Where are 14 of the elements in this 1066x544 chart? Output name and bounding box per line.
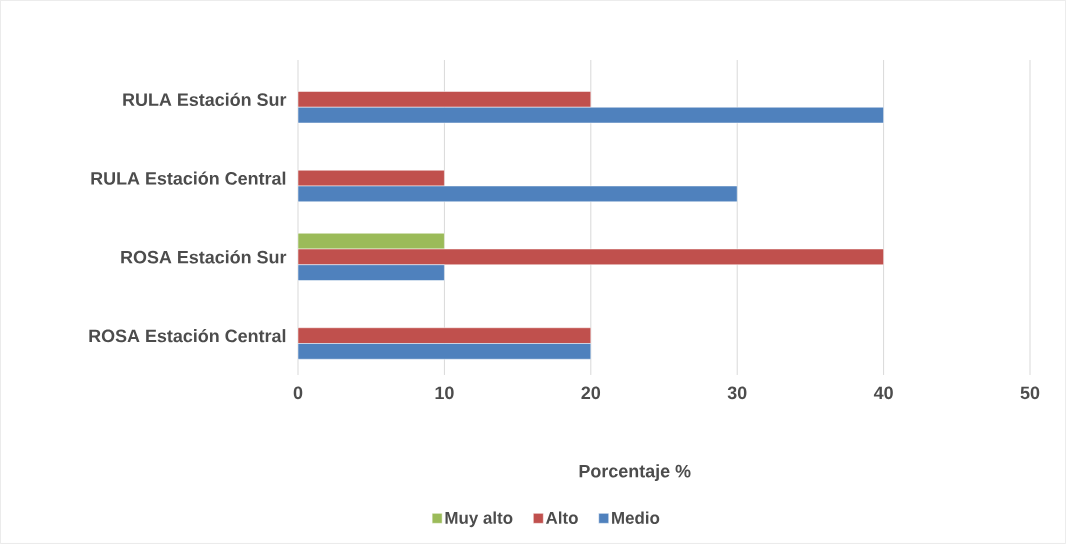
y-tick-label: RULA Estación Sur <box>123 92 287 107</box>
legend-label: Medio <box>612 511 660 524</box>
legend-label: Muy alto <box>445 511 513 528</box>
legend-label: Alto <box>545 511 578 524</box>
x-tick-label: 10 <box>435 386 454 400</box>
x-tick-label: 0 <box>293 386 303 400</box>
x-tick-label: 50 <box>1020 386 1040 400</box>
y-tick-label: ROSA Estación Central <box>89 328 286 343</box>
y-tick-label: RULA Estación Central <box>91 171 286 185</box>
x-tick-label: 20 <box>581 386 601 400</box>
x-tick-label: 40 <box>873 386 893 400</box>
x-axis-title: Porcentaje % <box>579 464 691 481</box>
x-tick-label: 30 <box>727 386 747 400</box>
y-tick-label: ROSA Estación Sur <box>121 250 287 264</box>
